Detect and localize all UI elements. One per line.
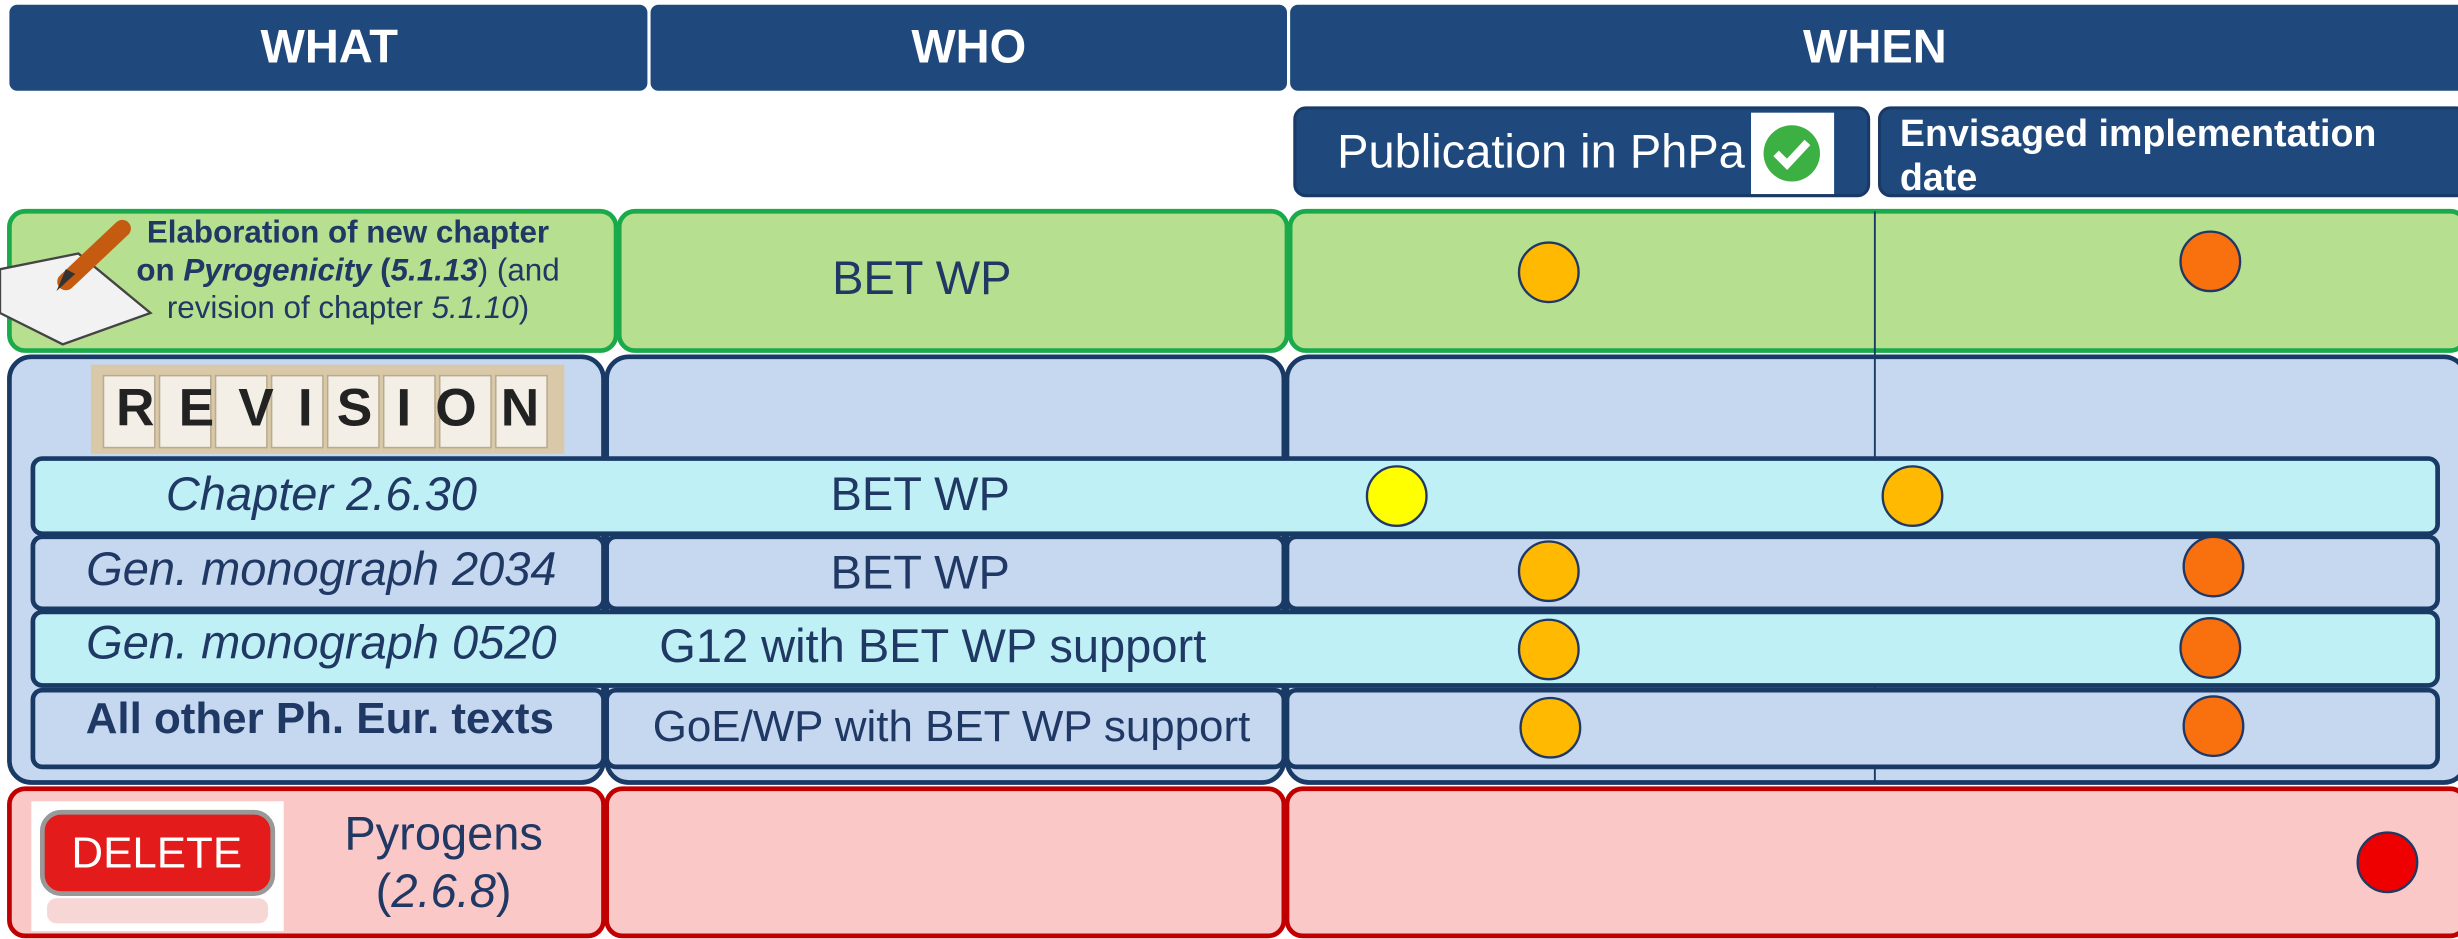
what-text: Gen. monograph 2034 bbox=[86, 542, 556, 595]
revision-block: REVISION Chapter 2.6.30 BET WP Gen. mono… bbox=[7, 211, 2458, 785]
subheader-cell bbox=[1293, 106, 1871, 198]
text-part: on bbox=[136, 253, 183, 288]
pencil-tip bbox=[56, 269, 76, 292]
status-dot bbox=[2179, 230, 2242, 293]
column-header: WHAT bbox=[260, 20, 398, 73]
delete-button bbox=[39, 809, 276, 896]
text-part: ) bbox=[496, 865, 512, 918]
subrow-cell bbox=[30, 534, 606, 612]
status-dot bbox=[2182, 535, 2245, 598]
what-text: Pyrogens bbox=[344, 807, 543, 860]
who-text: G12 with BET WP support bbox=[659, 619, 1206, 672]
deletion-row: DELETE Pyrogens (2.6.8) bbox=[7, 786, 2458, 939]
header-cell bbox=[650, 4, 1288, 91]
status-dot bbox=[1517, 241, 1580, 304]
what-text: Chapter 2.6.30 bbox=[166, 467, 477, 520]
what-text: revision of chapter 5.1.10) bbox=[167, 290, 529, 325]
status-dot bbox=[2182, 695, 2245, 758]
paper-icon bbox=[0, 252, 153, 346]
cell bbox=[604, 786, 1287, 939]
subheader: Envisaged implementation date bbox=[1900, 112, 2376, 198]
text-part: revision of chapter bbox=[167, 290, 432, 325]
subrow bbox=[30, 456, 2440, 537]
cell bbox=[1284, 786, 2458, 939]
text-part: ) (and bbox=[478, 253, 560, 288]
text-line: Envisaged implementation bbox=[1900, 112, 2376, 154]
what-text: (2.6.8) bbox=[376, 865, 512, 918]
subheader-cell bbox=[1877, 106, 2458, 198]
text-part: Elaboration of new chapter bbox=[147, 215, 549, 250]
subrow-cell bbox=[1284, 534, 2440, 612]
status-dot bbox=[1365, 465, 1428, 528]
subrow-cell bbox=[30, 687, 606, 770]
who-text: BET WP bbox=[830, 467, 1009, 520]
letter-tile bbox=[270, 374, 324, 449]
letter-tile bbox=[326, 374, 380, 449]
text-part: Pyrogenicity bbox=[183, 253, 373, 288]
text-part: 2.6.8 bbox=[390, 865, 496, 918]
cell bbox=[616, 208, 1290, 353]
check-icon bbox=[1763, 125, 1820, 182]
subrow bbox=[30, 609, 2440, 688]
status-dot bbox=[2356, 831, 2419, 894]
status-dot bbox=[1881, 465, 1944, 528]
status-dot bbox=[1517, 618, 1580, 681]
what-text: Gen. monograph 0520 bbox=[86, 616, 556, 669]
who-text: GoE/WP with BET WP support bbox=[653, 702, 1250, 751]
letter-tile bbox=[494, 374, 548, 449]
what-text: on Pyrogenicity (5.1.13) (and bbox=[136, 253, 559, 288]
column-header: WHEN bbox=[1803, 20, 1947, 73]
pencil-icon bbox=[57, 219, 131, 291]
new-chapter-row: Elaboration of new chapter on Pyrogenici… bbox=[0, 208, 2458, 353]
subheader: Publication in PhPa bbox=[1337, 124, 1746, 177]
text-part: 5.1.10 bbox=[432, 290, 520, 325]
text-part: 5.1.13 bbox=[391, 253, 479, 288]
letter-tile bbox=[158, 374, 212, 449]
who-text: BET WP bbox=[830, 545, 1009, 598]
text-part: Pyrogens bbox=[344, 807, 543, 860]
header: WHAT WHO WHEN Publication in PhPa Envisa… bbox=[9, 4, 2458, 198]
letter-tile bbox=[214, 374, 268, 449]
status-dot bbox=[1517, 540, 1580, 603]
letter-tile bbox=[382, 374, 436, 449]
text-part: ) bbox=[519, 290, 529, 325]
what-text: All other Ph. Eur. texts bbox=[86, 694, 554, 743]
status-dot bbox=[1519, 696, 1582, 759]
letter-tile bbox=[438, 374, 492, 449]
check-mark bbox=[1773, 139, 1811, 170]
what-text: Elaboration of new chapter bbox=[147, 215, 549, 250]
subrow-cell bbox=[1284, 687, 2440, 770]
revision-tiles bbox=[102, 374, 548, 449]
status-dot bbox=[2179, 617, 2242, 679]
subrow-cell bbox=[604, 687, 1287, 770]
delete-reflection bbox=[47, 898, 269, 924]
text-line: date bbox=[1900, 156, 1977, 198]
header-cell bbox=[1290, 4, 2458, 91]
letter-tile bbox=[102, 374, 156, 449]
who-text: BET WP bbox=[832, 251, 1011, 304]
header-cell bbox=[9, 4, 648, 91]
text-part: ( bbox=[376, 865, 392, 918]
delete-label: DELETE bbox=[71, 829, 242, 878]
subrow-cell bbox=[604, 534, 1287, 612]
column-header: WHO bbox=[911, 20, 1026, 73]
text-part: ( bbox=[371, 253, 391, 288]
